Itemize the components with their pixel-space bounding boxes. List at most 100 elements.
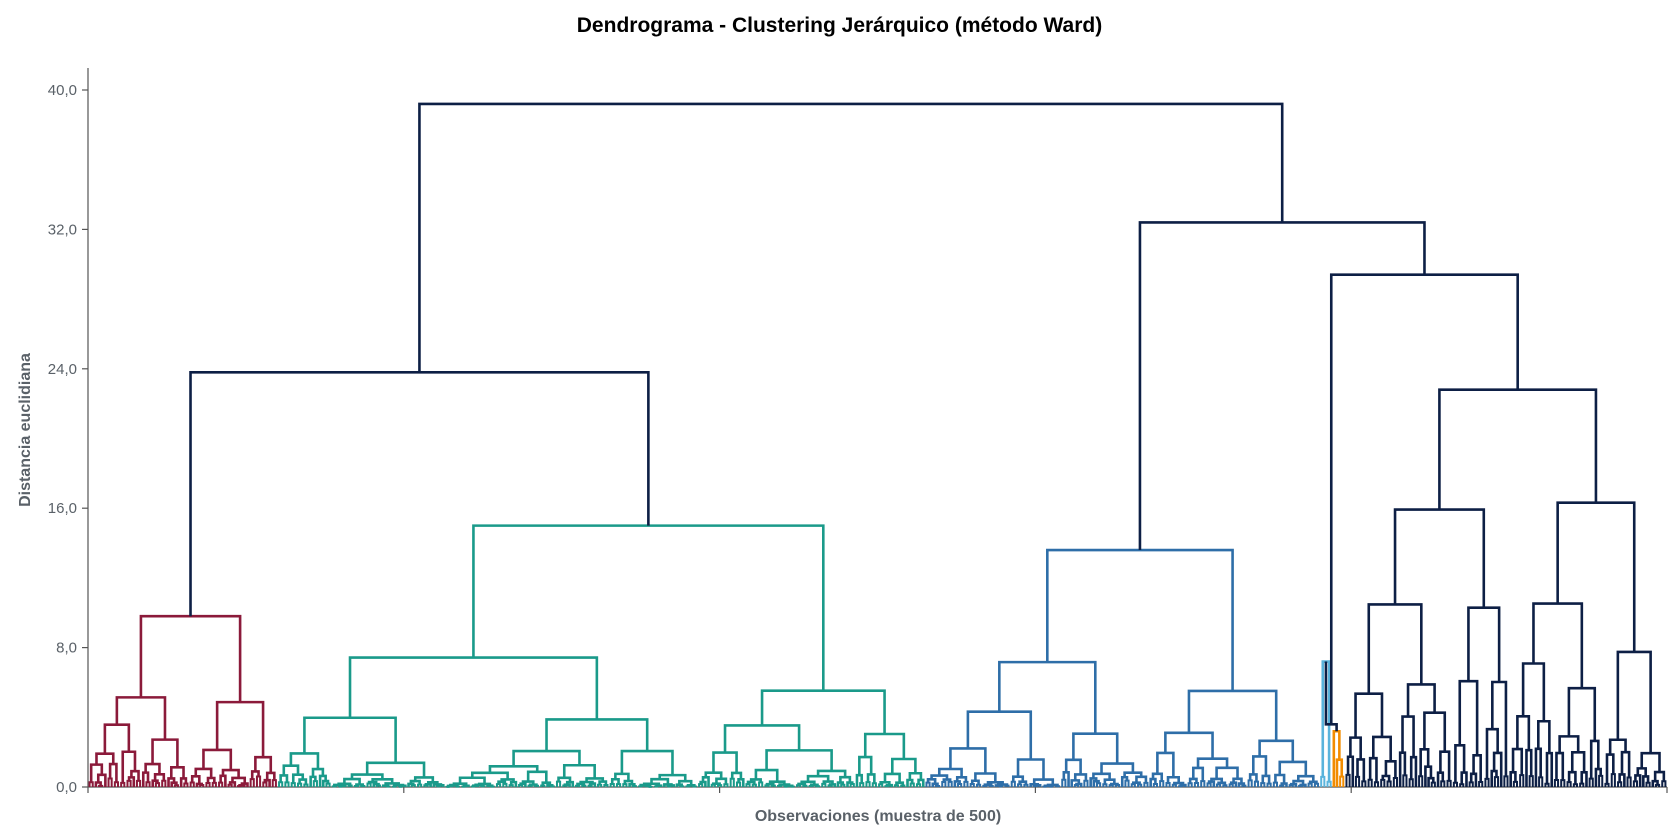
dendrogram-link [839,775,852,783]
dendrogram-link [1408,778,1414,787]
dendrogram-link [855,773,864,787]
dendrogram-link [631,785,637,788]
dendrogram-link [279,774,289,783]
dendrogram-link [249,778,255,787]
dendrogram-link [917,778,925,787]
dendrogram-link [238,783,246,787]
y-axis-label: Distancia euclidiana [17,353,34,507]
dendrogram-link [1109,782,1119,786]
dendrogram-link [1438,388,1598,510]
dendrogram-link [1178,785,1184,788]
dendrogram-link [145,781,151,787]
dendrogram-link [809,783,819,787]
dendrogram-link [321,779,330,787]
dendrogram-link [1354,775,1361,787]
dendrogram-link [866,773,876,784]
dendrogram-link [151,738,179,768]
dendrogram-link [1349,736,1362,760]
dendrogram-link [1010,780,1016,787]
dendrogram-link [723,724,801,753]
dendrogram-link [1061,778,1067,787]
dendrogram-link [502,782,508,787]
dendrogram-link [1469,772,1478,787]
dendrogram-link [797,782,807,786]
dendrogram-link [1123,771,1143,778]
dendrogram-link [1032,778,1055,785]
dendrogram-link [562,763,596,779]
dendrogram-link [1320,775,1326,787]
dendrogram-link [1634,774,1642,787]
dendrogram-link [1247,779,1253,787]
dendrogram-link [730,771,743,780]
dendrogram-link [1594,767,1602,787]
dendrogram-link [1392,776,1398,787]
dendrogram-link [545,718,649,752]
dendrogram-link [934,785,941,788]
dendrogram-link [103,723,131,754]
dendrogram-link [278,781,284,787]
dendrogram-link [1354,692,1384,738]
dendrogram-link [1171,783,1177,787]
dendrogram-link [988,785,994,788]
dendrogram-link [816,769,847,778]
dendrogram-link [1538,776,1544,787]
dendrogram-link [1367,778,1373,787]
dendrogram-link [609,782,615,787]
dendrogram-link [1103,778,1116,785]
dendrogram-link [255,775,262,787]
dendrogram-link [88,781,94,787]
dendrogram-link [846,781,854,787]
dendrogram-link [754,768,779,782]
dendrogram-link [228,781,237,787]
dendrogram-link [509,780,518,787]
dendrogram-link [480,785,486,788]
dendrogram-link [347,784,353,787]
dendrogram-link [1046,783,1059,787]
y-tick-label: 24,0 [48,361,77,378]
dendrogram-link [115,696,167,740]
dendrogram-link [1617,781,1623,787]
dendrogram-link [565,780,575,787]
dendrogram-link [1252,755,1268,776]
dendrogram-link [1516,714,1531,751]
dendrogram-link [1188,777,1198,784]
dendrogram-link [353,784,360,787]
dendrogram-link [966,710,1033,760]
dendrogram-link [941,780,947,787]
dendrogram-link [366,782,372,787]
dendrogram-link [963,780,969,787]
dendrogram-link [120,781,126,787]
dendrogram-link [348,656,599,720]
dendrogram-link [1553,779,1560,787]
dendrogram-link [891,757,917,774]
dendrogram-link [1054,785,1061,788]
dendrogram-link [1484,777,1490,787]
dendrogram-link [381,784,390,787]
dendrogram-link [1560,779,1566,787]
dendrogram-link [947,780,953,787]
chart-title: Dendrograma - Clustering Jerárquico (mét… [576,14,1103,37]
dendrogram-link [1618,773,1626,787]
dendrogram-link [1329,273,1519,725]
dendrogram-link [1381,774,1391,782]
dendrogram-link [1368,756,1378,783]
dendrogram-link [1345,773,1351,787]
dendrogram-link [1386,780,1392,787]
dendrogram-link [297,782,303,787]
dendrogram-link [1232,777,1243,784]
dendrogram-link [701,776,710,787]
dendrogram-link [1661,780,1667,787]
dendrogram-link [955,775,968,782]
dendrogram-link [384,782,400,786]
dendrogram-link [778,783,791,786]
dendrogram-link [202,748,233,771]
dendrogram-link [1610,773,1616,787]
dendrogram-link [512,749,581,767]
dendrogram-link [1440,780,1446,787]
dendrogram-link [528,783,538,786]
dendrogram-link [1598,774,1604,787]
dendrogram-link [1307,782,1313,787]
dendrogram-link [227,783,233,787]
dendrogram-link [1299,783,1307,787]
dendrogram-link [699,780,707,787]
